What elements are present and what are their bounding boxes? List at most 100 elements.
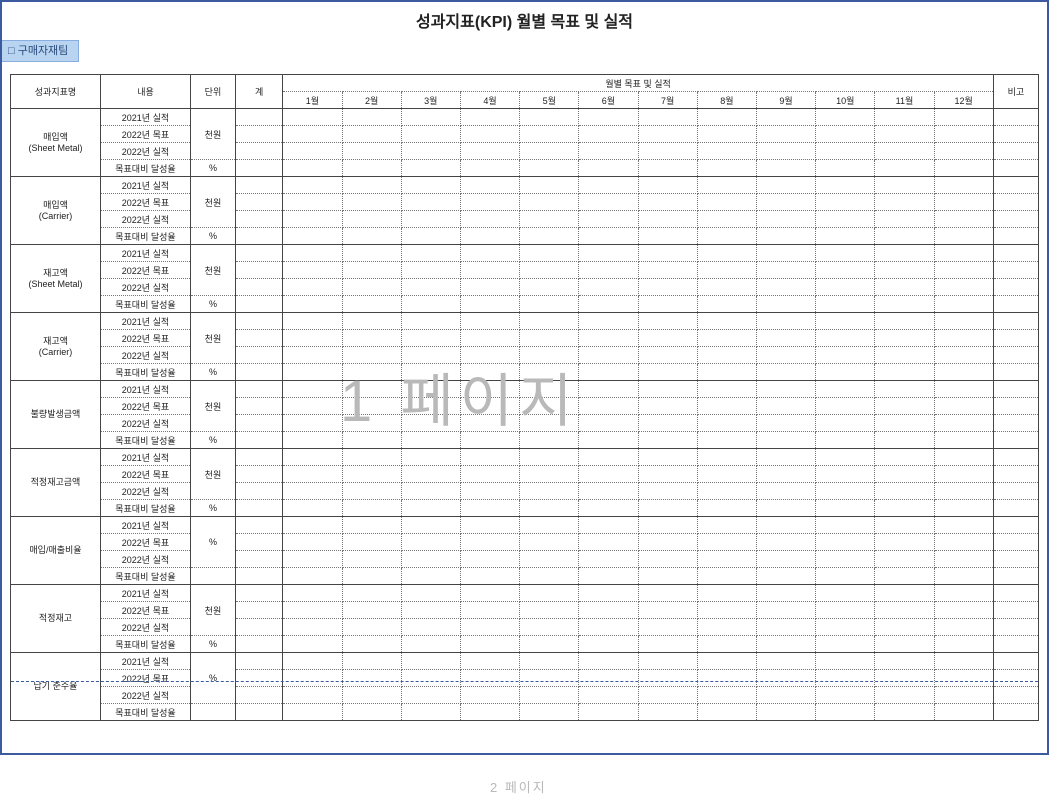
note-cell[interactable]: [993, 347, 1038, 364]
data-cell[interactable]: [934, 653, 993, 670]
data-cell[interactable]: [342, 177, 401, 194]
data-cell[interactable]: [697, 143, 756, 160]
data-cell[interactable]: [934, 483, 993, 500]
data-cell[interactable]: [638, 500, 697, 517]
data-cell[interactable]: [283, 551, 342, 568]
total-cell[interactable]: [235, 619, 282, 636]
total-cell[interactable]: [235, 245, 282, 262]
data-cell[interactable]: [638, 211, 697, 228]
data-cell[interactable]: [638, 262, 697, 279]
data-cell[interactable]: [697, 551, 756, 568]
data-cell[interactable]: [697, 449, 756, 466]
note-cell[interactable]: [993, 398, 1038, 415]
data-cell[interactable]: [875, 619, 934, 636]
data-cell[interactable]: [816, 534, 875, 551]
note-cell[interactable]: [993, 245, 1038, 262]
data-cell[interactable]: [460, 279, 519, 296]
note-cell[interactable]: [993, 194, 1038, 211]
data-cell[interactable]: [579, 143, 638, 160]
note-cell[interactable]: [993, 619, 1038, 636]
note-cell[interactable]: [993, 653, 1038, 670]
data-cell[interactable]: [401, 568, 460, 585]
data-cell[interactable]: [460, 602, 519, 619]
data-cell[interactable]: [638, 313, 697, 330]
data-cell[interactable]: [875, 670, 934, 687]
data-cell[interactable]: [697, 296, 756, 313]
data-cell[interactable]: [934, 636, 993, 653]
data-cell[interactable]: [520, 551, 579, 568]
data-cell[interactable]: [638, 602, 697, 619]
data-cell[interactable]: [460, 296, 519, 313]
data-cell[interactable]: [342, 415, 401, 432]
data-cell[interactable]: [756, 432, 815, 449]
note-cell[interactable]: [993, 177, 1038, 194]
total-cell[interactable]: [235, 177, 282, 194]
data-cell[interactable]: [756, 585, 815, 602]
data-cell[interactable]: [934, 364, 993, 381]
data-cell[interactable]: [579, 670, 638, 687]
data-cell[interactable]: [460, 432, 519, 449]
data-cell[interactable]: [579, 568, 638, 585]
data-cell[interactable]: [934, 245, 993, 262]
data-cell[interactable]: [520, 483, 579, 500]
data-cell[interactable]: [875, 432, 934, 449]
total-cell[interactable]: [235, 347, 282, 364]
data-cell[interactable]: [520, 449, 579, 466]
data-cell[interactable]: [934, 449, 993, 466]
data-cell[interactable]: [401, 398, 460, 415]
data-cell[interactable]: [401, 619, 460, 636]
note-cell[interactable]: [993, 228, 1038, 245]
data-cell[interactable]: [697, 398, 756, 415]
data-cell[interactable]: [638, 517, 697, 534]
data-cell[interactable]: [401, 160, 460, 177]
data-cell[interactable]: [756, 109, 815, 126]
data-cell[interactable]: [401, 517, 460, 534]
data-cell[interactable]: [579, 177, 638, 194]
total-cell[interactable]: [235, 296, 282, 313]
data-cell[interactable]: [460, 466, 519, 483]
data-cell[interactable]: [756, 228, 815, 245]
data-cell[interactable]: [460, 568, 519, 585]
data-cell[interactable]: [697, 194, 756, 211]
data-cell[interactable]: [283, 398, 342, 415]
data-cell[interactable]: [638, 330, 697, 347]
data-cell[interactable]: [934, 347, 993, 364]
data-cell[interactable]: [342, 398, 401, 415]
data-cell[interactable]: [342, 109, 401, 126]
data-cell[interactable]: [756, 143, 815, 160]
total-cell[interactable]: [235, 313, 282, 330]
data-cell[interactable]: [342, 143, 401, 160]
data-cell[interactable]: [460, 449, 519, 466]
data-cell[interactable]: [579, 500, 638, 517]
data-cell[interactable]: [520, 466, 579, 483]
data-cell[interactable]: [816, 602, 875, 619]
data-cell[interactable]: [401, 466, 460, 483]
data-cell[interactable]: [579, 687, 638, 704]
data-cell[interactable]: [283, 670, 342, 687]
data-cell[interactable]: [460, 687, 519, 704]
data-cell[interactable]: [460, 500, 519, 517]
data-cell[interactable]: [579, 551, 638, 568]
data-cell[interactable]: [697, 670, 756, 687]
data-cell[interactable]: [520, 262, 579, 279]
data-cell[interactable]: [579, 704, 638, 721]
data-cell[interactable]: [342, 602, 401, 619]
data-cell[interactable]: [520, 109, 579, 126]
data-cell[interactable]: [401, 670, 460, 687]
data-cell[interactable]: [520, 636, 579, 653]
data-cell[interactable]: [697, 109, 756, 126]
data-cell[interactable]: [283, 636, 342, 653]
data-cell[interactable]: [579, 449, 638, 466]
data-cell[interactable]: [460, 483, 519, 500]
data-cell[interactable]: [401, 177, 460, 194]
data-cell[interactable]: [579, 228, 638, 245]
data-cell[interactable]: [934, 296, 993, 313]
data-cell[interactable]: [460, 704, 519, 721]
note-cell[interactable]: [993, 160, 1038, 177]
data-cell[interactable]: [579, 211, 638, 228]
data-cell[interactable]: [934, 619, 993, 636]
data-cell[interactable]: [520, 296, 579, 313]
data-cell[interactable]: [283, 500, 342, 517]
data-cell[interactable]: [697, 534, 756, 551]
data-cell[interactable]: [875, 466, 934, 483]
